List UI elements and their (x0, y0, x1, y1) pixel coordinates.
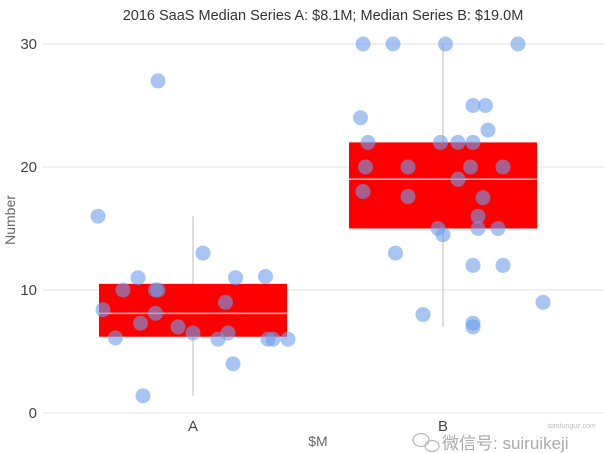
data-point-A (115, 282, 131, 298)
data-point-A (228, 270, 243, 286)
data-point-A (90, 208, 106, 224)
boxes (99, 142, 537, 337)
data-point-A (210, 331, 226, 347)
data-point-B (385, 36, 401, 52)
x-tick-label: A (188, 418, 198, 435)
data-point-B (470, 208, 486, 224)
data-point-B (465, 319, 481, 335)
data-point-A (225, 356, 241, 372)
data-point-B (465, 98, 481, 113)
data-point-A (108, 330, 123, 346)
data-point-A (150, 282, 166, 298)
y-tick-label: 0 (29, 405, 37, 422)
data-point-B (463, 159, 478, 175)
points (90, 36, 551, 404)
data-point-B (435, 227, 451, 243)
data-point-B (490, 221, 506, 236)
data-point-B (400, 189, 416, 205)
data-point-B (360, 134, 376, 150)
watermark-text: 微信号: suiruikeji (442, 434, 569, 453)
data-point-B (433, 134, 448, 150)
data-point-B (480, 122, 496, 138)
data-point-B (353, 110, 368, 126)
x-tick-label: B (438, 418, 448, 435)
chart-title: 2016 SaaS Median Series A: $8.1M; Median… (123, 8, 524, 24)
data-point-B (465, 257, 481, 273)
data-point-B (475, 190, 491, 206)
box-B (349, 142, 537, 229)
data-point-A (95, 302, 111, 318)
data-point-B (355, 184, 371, 200)
data-point-B (495, 159, 511, 175)
data-point-B (400, 159, 416, 175)
wechat-icon (412, 432, 440, 453)
data-point-B (358, 159, 373, 175)
data-point-B (388, 245, 403, 261)
data-point-A (150, 73, 166, 89)
data-point-A (170, 319, 186, 335)
data-point-B (535, 294, 551, 310)
data-point-A (148, 305, 163, 321)
data-point-B (415, 307, 431, 323)
y-tick-label: 30 (20, 36, 37, 53)
y-tick-label: 20 (20, 159, 37, 176)
data-point-B (465, 134, 481, 150)
data-point-A (185, 325, 201, 341)
data-point-B (450, 134, 466, 150)
data-point-B (510, 36, 526, 52)
y-axis-label: Number (2, 195, 18, 245)
data-point-B (450, 171, 466, 187)
data-point-B (355, 36, 371, 52)
y-tick-labels: 0 10 20 30 (20, 36, 37, 422)
data-point-A (218, 294, 233, 310)
data-point-B (478, 98, 493, 113)
data-point-A (195, 245, 211, 261)
data-point-A (133, 315, 148, 331)
y-tick-label: 10 (20, 282, 37, 299)
data-point-B (495, 257, 511, 273)
data-point-A (265, 331, 281, 347)
data-point-A (280, 331, 296, 347)
data-point-A (258, 268, 273, 284)
watermark-site: tomtunguz.com (548, 423, 596, 430)
data-point-A (135, 388, 151, 404)
x-axis-label: $M (308, 433, 327, 449)
data-point-B (470, 221, 486, 236)
watermark: 微信号: suiruikeji tomtunguz.com (412, 423, 596, 453)
data-point-B (438, 36, 453, 52)
data-point-A (130, 270, 146, 286)
